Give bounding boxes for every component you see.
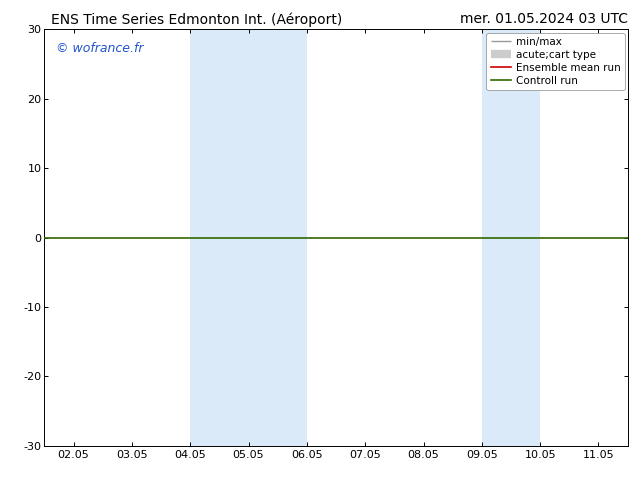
Text: mer. 01.05.2024 03 UTC: mer. 01.05.2024 03 UTC xyxy=(460,12,628,26)
Bar xyxy=(190,29,307,446)
Legend: min/max, acute;cart type, Ensemble mean run, Controll run: min/max, acute;cart type, Ensemble mean … xyxy=(486,32,624,90)
Bar xyxy=(482,29,540,446)
Text: ENS Time Series Edmonton Int. (Aéroport): ENS Time Series Edmonton Int. (Aéroport) xyxy=(51,12,342,27)
Text: © wofrance.fr: © wofrance.fr xyxy=(56,42,143,55)
